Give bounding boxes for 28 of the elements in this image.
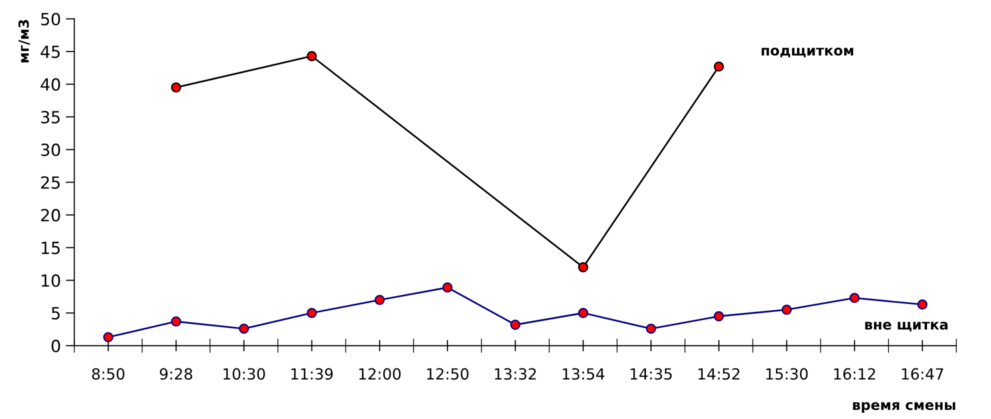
y-tick-label: 30	[41, 144, 60, 156]
x-tick-label: 8:50	[92, 368, 124, 380]
y-tick-label: 10	[42, 274, 60, 287]
y-tick-label: 5	[52, 307, 60, 320]
text: подщитком	[762, 48, 854, 58]
y-tick-label: 50	[41, 12, 60, 26]
y-tick-label: 15	[42, 242, 60, 254]
x-tick-label: 15:30	[766, 368, 808, 380]
y-tick-label: 45	[40, 46, 60, 58]
y-tick-label: 25	[41, 176, 60, 189]
x-tick-label: 13:54	[562, 368, 604, 380]
x-tick-label: 14:35	[630, 368, 672, 380]
y-tick-label: 40	[40, 78, 60, 91]
x-tick-label: 16:47	[902, 368, 944, 380]
x-tick-label: 11:39	[291, 368, 333, 380]
x-axis-title: время смены	[853, 402, 956, 413]
x-tick-label: 13:32	[494, 368, 536, 380]
x-tick-label: 9:28	[160, 368, 192, 380]
x-tick-label: 16:12	[834, 368, 876, 380]
x-tick-label: 14:52	[698, 368, 740, 380]
y-tick-label: 0	[52, 340, 60, 352]
x-tick-label: 12:00	[359, 368, 401, 380]
y-axis-title: мг/м3	[18, 20, 30, 62]
series-label: вне щитка	[865, 322, 948, 332]
x-tick-label: 12:50	[427, 368, 468, 380]
y-tick-label: 20	[41, 208, 60, 222]
x-tick-label: 10:30	[224, 368, 265, 380]
y-tick-label: 35	[41, 110, 60, 124]
